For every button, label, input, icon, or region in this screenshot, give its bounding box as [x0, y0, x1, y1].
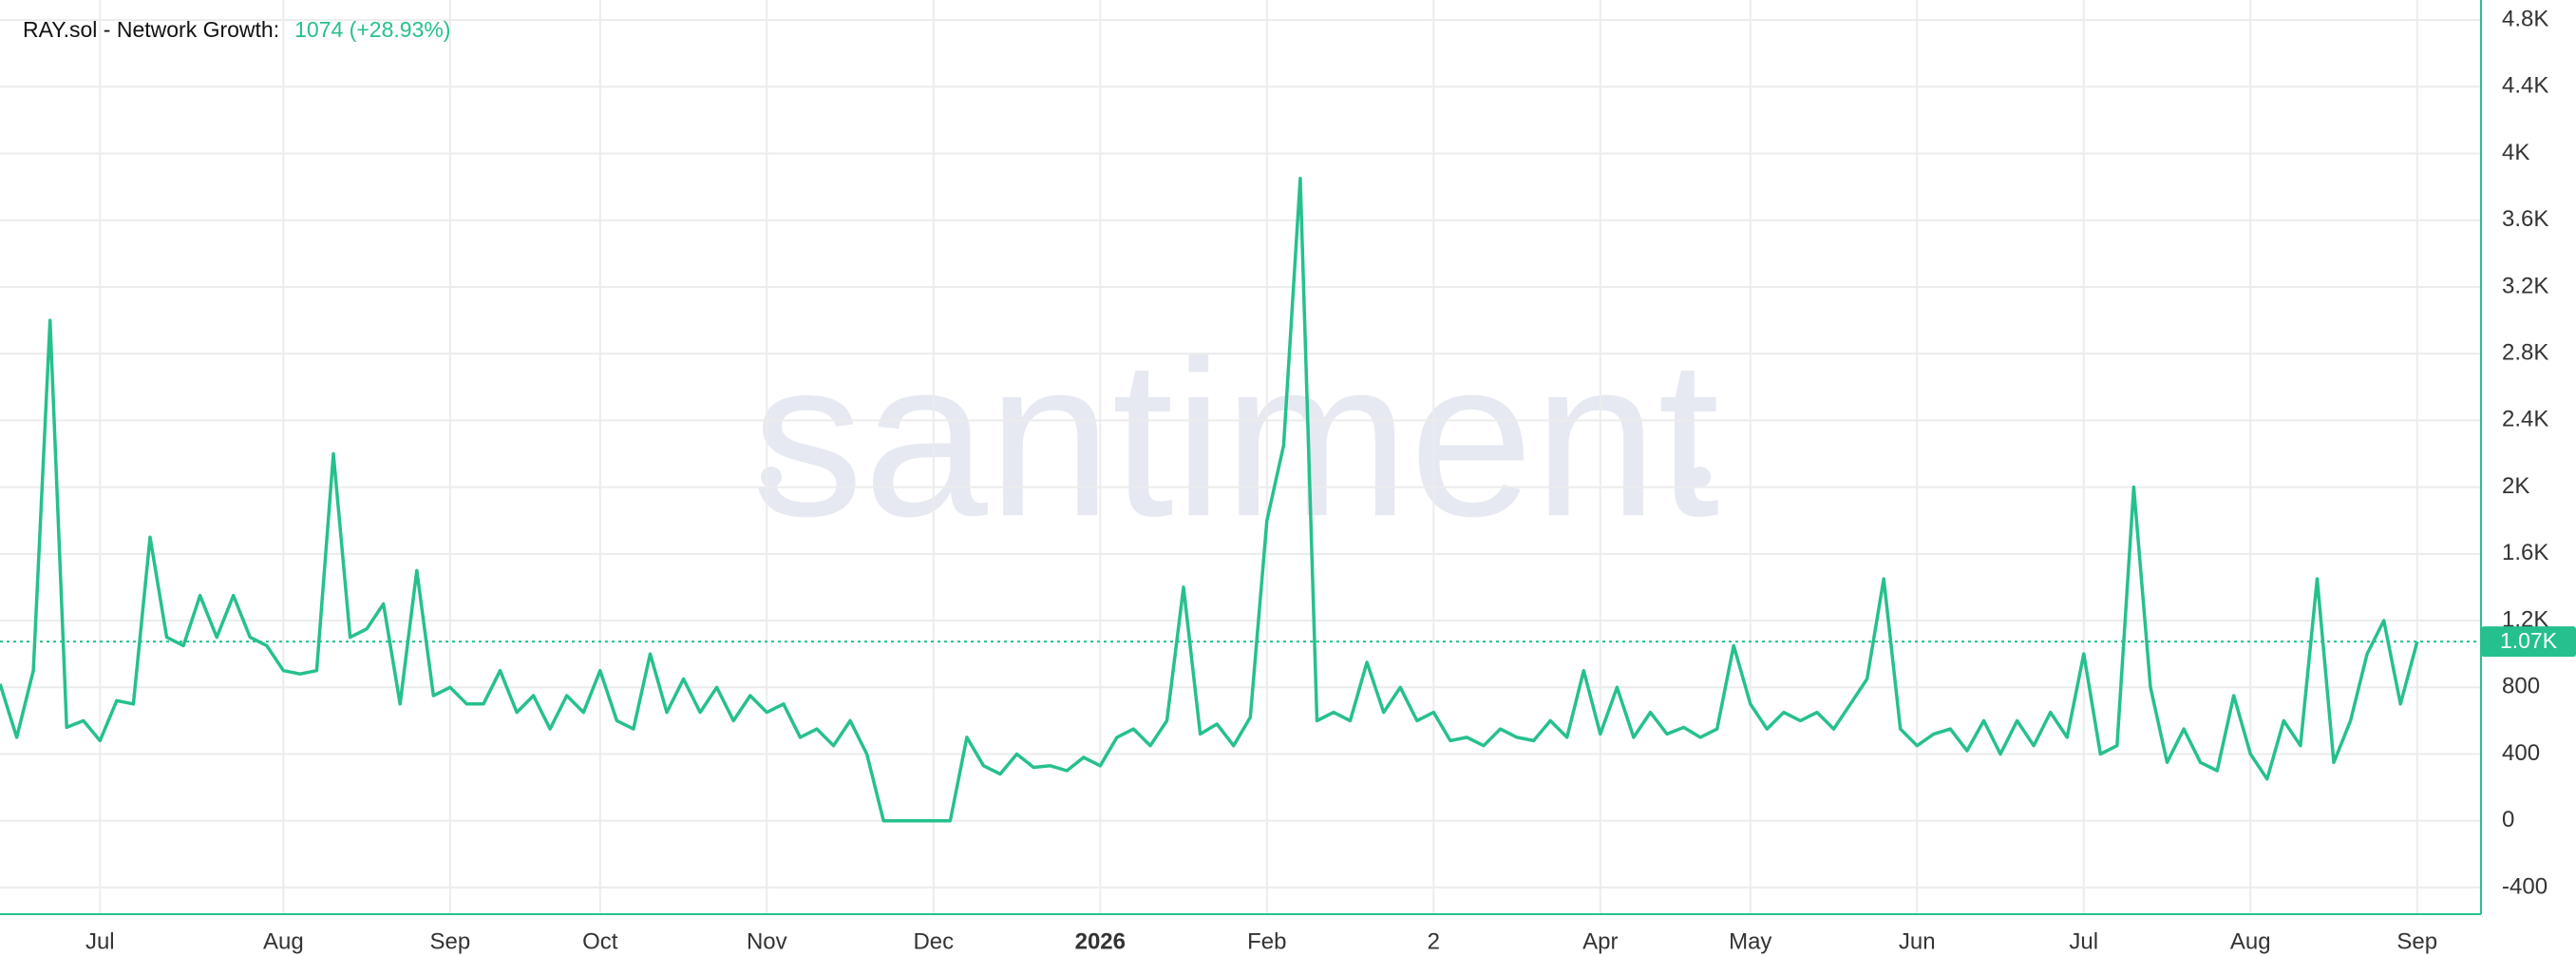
x-tick-label: Jul: [2069, 928, 2098, 954]
x-tick-label: Feb: [1247, 928, 1286, 954]
legend: RAY.sol - Network Growth: 1074 (+28.93%): [23, 17, 450, 42]
x-tick-label: Apr: [1582, 928, 1618, 954]
watermark-dot: [1690, 467, 1711, 488]
y-tick-label: 4.8K: [2502, 6, 2548, 31]
y-tick-label: 4.4K: [2502, 73, 2548, 99]
value-badge: [2481, 626, 2576, 658]
x-tick-label: May: [1729, 928, 1771, 954]
y-tick-label: 1.6K: [2502, 540, 2548, 565]
x-tick-label: Jul: [85, 928, 115, 954]
y-tick-label: 400: [2502, 740, 2540, 766]
x-tick-label: Nov: [747, 928, 787, 954]
value-badge-label: 1.07K: [2500, 628, 2558, 653]
y-tick-label: 800: [2502, 674, 2540, 699]
x-tick-label: Sep: [2396, 928, 2437, 954]
x-tick-label: Sep: [429, 928, 470, 954]
y-tick-label: -400: [2502, 873, 2548, 899]
watermark: santiment: [752, 313, 1720, 563]
y-tick-label: 2.8K: [2502, 340, 2548, 366]
x-tick-label: Aug: [2230, 928, 2271, 954]
x-tick-label: 2026: [1075, 928, 1126, 954]
y-tick-label: 2K: [2502, 473, 2529, 499]
y-tick-label: 4K: [2502, 140, 2529, 165]
watermark-group: santiment: [752, 313, 1720, 563]
y-tick-label: 3.6K: [2502, 206, 2548, 232]
x-tick-label: 2: [1428, 928, 1440, 954]
y-tick-label: 2.4K: [2502, 407, 2548, 432]
legend-name: RAY.sol - Network Growth:: [23, 17, 279, 42]
x-tick-label: Jun: [1899, 928, 1936, 954]
y-tick-label: 3.2K: [2502, 273, 2548, 298]
legend-value: 1074 (+28.93%): [294, 17, 450, 42]
x-tick-label: Oct: [582, 928, 618, 954]
x-tick-label: Dec: [913, 928, 954, 954]
line-series: [0, 177, 2419, 823]
x-tick-label: Aug: [263, 928, 304, 954]
y-tick-label: 0: [2502, 807, 2514, 832]
